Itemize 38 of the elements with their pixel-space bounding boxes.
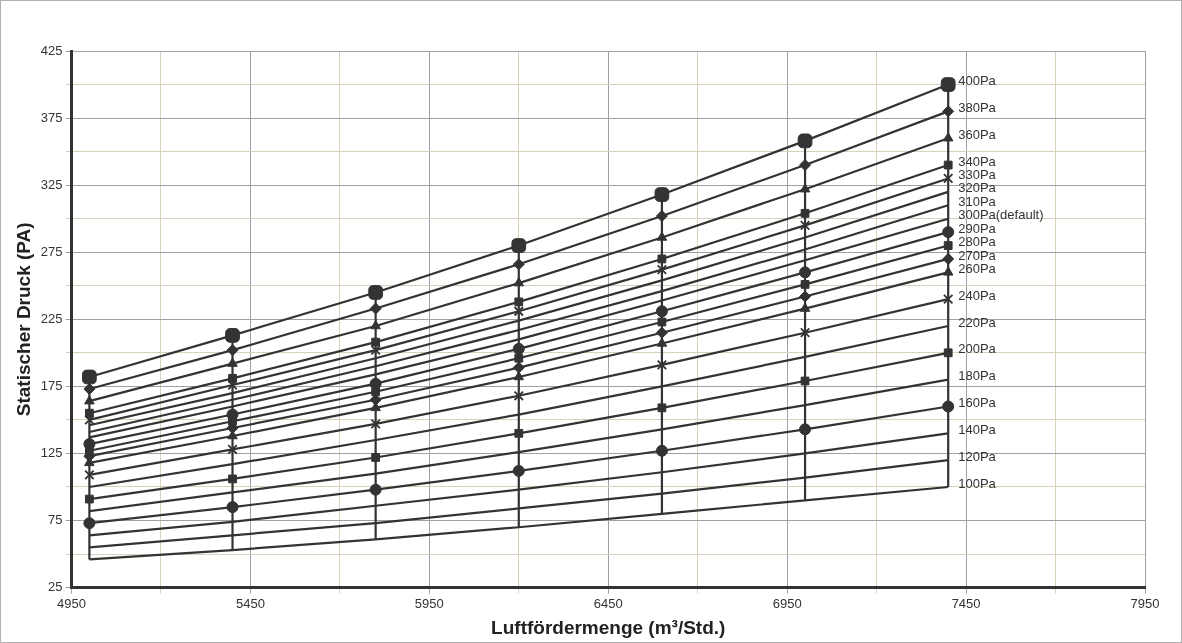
series-label: 240Pa [958, 287, 997, 303]
series-label: 220Pa [958, 314, 997, 330]
series-label: 260Pa [958, 260, 997, 276]
series-label: 330Pa [958, 167, 997, 183]
x-tick-label: 6950 [772, 595, 802, 611]
x-axis-title: Luftfördermenge (m³/Std.) [491, 616, 726, 638]
series-label: 270Pa [958, 247, 997, 263]
x-tick-label: 4950 [57, 595, 86, 611]
series-label: 400Pa [958, 73, 997, 89]
series-label: 380Pa [958, 99, 997, 115]
series-label: 200Pa [958, 341, 997, 357]
series-label: 310Pa [958, 193, 997, 209]
x-tick-label: 5950 [414, 595, 444, 611]
series-label: 320Pa [958, 180, 997, 196]
series-label: 120Pa [958, 448, 997, 464]
y-tick-label: 275 [40, 243, 63, 259]
series-label: 300Pa(default) [958, 207, 1044, 223]
series-label: 290Pa [958, 220, 997, 236]
y-axis-title: Statischer Druck (PA) [12, 222, 34, 417]
series-label: 140Pa [958, 421, 997, 437]
x-tick-label: 5450 [235, 595, 265, 611]
series-label: 280Pa [958, 234, 997, 250]
series-label: 180Pa [958, 368, 997, 384]
y-tick-label: 125 [40, 445, 63, 461]
x-tick-label: 7450 [951, 595, 981, 611]
series-label: 100Pa [958, 475, 997, 491]
y-tick-label: 175 [40, 377, 63, 393]
y-tick-label: 375 [40, 109, 63, 125]
x-tick-label: 7950 [1130, 595, 1160, 611]
y-tick-label: 225 [40, 310, 63, 326]
x-tick-label: 6450 [593, 595, 623, 611]
y-tick-label: 325 [40, 176, 63, 192]
y-tick-label: 75 [48, 512, 63, 528]
series-label: 360Pa [958, 126, 997, 142]
y-tick-label: 25 [48, 579, 63, 595]
y-tick-label: 425 [40, 42, 63, 58]
series-label: 340Pa [958, 153, 997, 169]
series-label: 160Pa [958, 395, 997, 411]
